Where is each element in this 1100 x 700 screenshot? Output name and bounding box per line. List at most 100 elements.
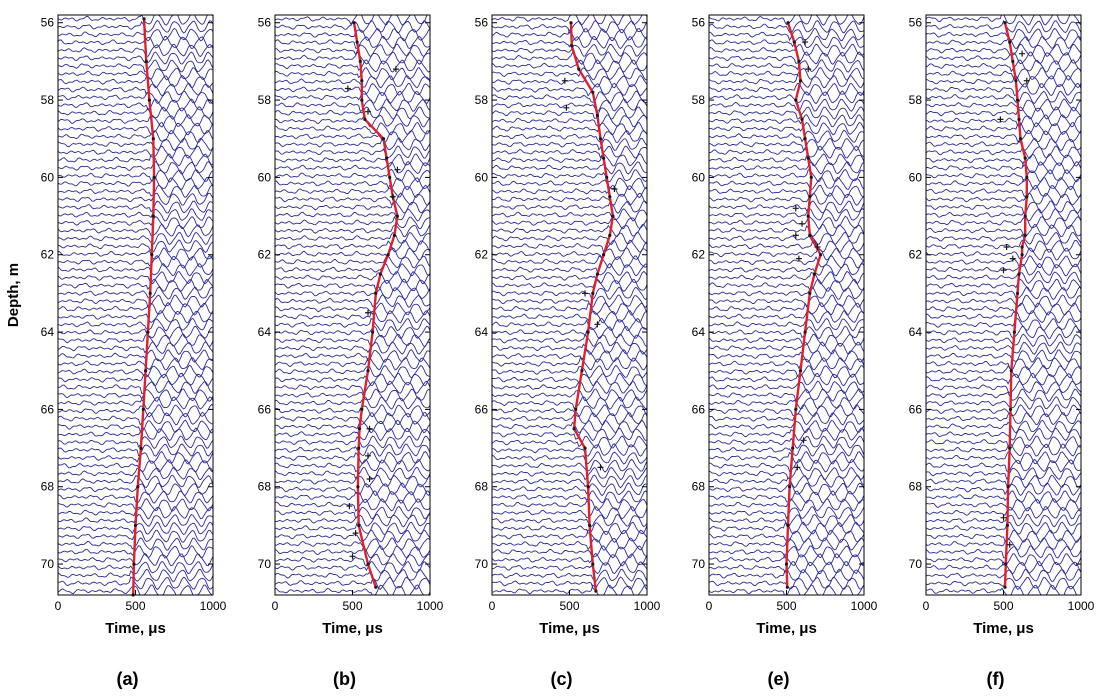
trace-line (926, 474, 1081, 489)
pick-point (152, 175, 156, 179)
trace-line (709, 396, 864, 410)
trace-line (492, 231, 647, 246)
trace-line (275, 145, 430, 159)
trace-line (926, 412, 1081, 426)
trace-line (709, 325, 864, 340)
trace-line (709, 66, 864, 81)
outlier-marker (1000, 267, 1007, 274)
trace-line (492, 341, 647, 355)
trace-line (709, 474, 864, 489)
y-tick-label: 70 (41, 557, 55, 571)
trace-line (492, 247, 647, 260)
trace-line (275, 286, 430, 301)
trace-line (492, 388, 647, 402)
trace-line (926, 490, 1081, 504)
outlier-marker (597, 464, 604, 471)
trace-line (58, 176, 213, 191)
y-tick-label: 68 (41, 480, 55, 494)
y-tick-label: 56 (692, 16, 706, 30)
trace-line (275, 208, 430, 222)
trace-line (275, 474, 430, 489)
trace-line (58, 349, 213, 363)
outlier-marker (997, 116, 1004, 123)
trace-line (58, 310, 213, 324)
trace-line (709, 388, 864, 402)
pick-point (1017, 117, 1021, 121)
outlier-marker (802, 39, 809, 46)
trace-line (709, 129, 864, 144)
pick-point (139, 446, 143, 450)
trace-line (926, 349, 1081, 363)
pick-point (1005, 523, 1010, 528)
outlier-marker (814, 244, 821, 250)
trace-line (926, 271, 1081, 285)
trace-line (709, 584, 864, 595)
outlier-marker (594, 321, 601, 328)
trace-line (709, 506, 864, 520)
y-tick-label: 60 (475, 170, 489, 184)
pick-point (798, 79, 803, 83)
trace-line (492, 427, 647, 442)
waveform-traces (492, 15, 647, 595)
trace-line (709, 114, 864, 128)
trace-line (275, 459, 430, 473)
trace-line (492, 419, 647, 434)
trace-line (709, 239, 864, 253)
trace-line (275, 67, 430, 81)
x-tick-label: 0 (706, 599, 713, 613)
pick-point (357, 523, 361, 528)
trace-line (58, 208, 213, 222)
trace-line (492, 74, 647, 89)
trace-line (492, 310, 647, 324)
trace-line (275, 482, 430, 497)
trace-line (492, 506, 647, 520)
y-tick-label: 62 (909, 248, 923, 262)
x-axis-label: Time, μs (756, 620, 817, 637)
trace-line (492, 412, 647, 426)
trace-line (275, 168, 430, 183)
trace-line (58, 317, 213, 332)
trace-line (275, 294, 430, 308)
trace-line (58, 216, 213, 230)
trace-line (926, 278, 1081, 292)
pick-point (1008, 40, 1012, 44)
trace-line (58, 286, 213, 300)
trace-line (492, 545, 647, 559)
trace-line (709, 224, 864, 237)
x-tick-label: 1000 (417, 599, 444, 613)
trace-line (926, 51, 1081, 65)
trace-line (58, 404, 213, 418)
trace-line (709, 51, 864, 65)
pick-point (595, 272, 600, 276)
trace-line (492, 20, 647, 34)
trace-line (492, 474, 647, 489)
pick-point (803, 137, 807, 141)
trace-line (492, 286, 647, 300)
pick-point (586, 485, 590, 489)
pick-point (148, 291, 152, 295)
trace-line (492, 216, 647, 230)
trace-line (58, 411, 213, 426)
trace-line (709, 317, 864, 332)
trace-line (709, 255, 864, 269)
pick-point (1003, 585, 1007, 589)
trace-line (58, 51, 213, 65)
pick-point (1012, 330, 1017, 334)
x-tick-label: 500 (993, 599, 1013, 613)
trace-line (492, 576, 647, 591)
trace-line (709, 137, 864, 152)
y-tick-label: 70 (692, 557, 706, 571)
y-tick-label: 66 (475, 402, 489, 416)
trace-line (58, 129, 213, 144)
outlier-marker (346, 503, 353, 510)
pick-point (594, 589, 598, 593)
trace-line (275, 443, 430, 457)
pick-point (808, 195, 812, 199)
trace-line (275, 435, 430, 449)
trace-line (275, 490, 430, 504)
trace-line (926, 286, 1081, 301)
trace-line (926, 553, 1081, 567)
pick-point (1006, 485, 1010, 489)
pick-point (1023, 233, 1027, 237)
trace-line (275, 576, 430, 590)
